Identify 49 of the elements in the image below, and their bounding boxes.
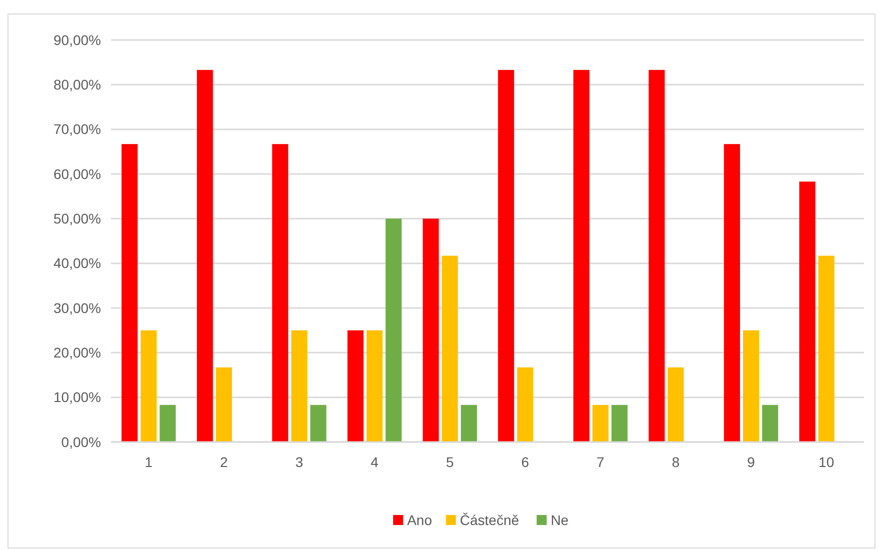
bar [366, 330, 383, 442]
y-tick-label: 50,00% [54, 210, 101, 227]
y-tick-label: 60,00% [54, 166, 101, 182]
x-tick-label: 3 [295, 454, 304, 470]
x-tick-label: 4 [370, 454, 379, 470]
bar [498, 70, 514, 442]
bar [668, 367, 684, 442]
legend-label: Ano [407, 512, 432, 528]
bar [422, 218, 439, 442]
x-tick-label: 10 [818, 454, 834, 470]
bar [460, 404, 477, 442]
x-tick-label: 5 [446, 454, 454, 470]
y-tick-label: 10,00% [54, 389, 101, 406]
y-tick-label: 20,00% [54, 344, 101, 361]
bar [196, 70, 213, 442]
y-tick-label: 30,00% [54, 300, 101, 316]
bar [160, 404, 176, 442]
y-tick-label: 40,00% [54, 255, 101, 272]
bar [724, 144, 740, 442]
bar [762, 404, 778, 442]
x-tick-label: 9 [747, 454, 756, 470]
x-tick-label: 8 [672, 454, 680, 470]
bar [648, 70, 665, 442]
legend-label: Ne [550, 512, 569, 528]
bar [291, 330, 308, 442]
y-tick-label: 80,00% [54, 76, 101, 93]
bar [517, 367, 534, 442]
bar [310, 404, 326, 442]
bar [573, 70, 590, 442]
y-tick-label: 70,00% [54, 121, 101, 138]
y-tick-label: 90,00% [54, 32, 101, 48]
bar [442, 256, 458, 442]
bar [347, 330, 364, 442]
bar [592, 404, 608, 442]
x-tick-label: 7 [596, 454, 605, 470]
x-tick-label: 1 [144, 454, 153, 470]
x-tick-label: 2 [220, 454, 228, 470]
bar [818, 256, 834, 442]
y-tick-label: 0,00% [61, 434, 101, 450]
bar [799, 182, 816, 442]
bar [122, 144, 138, 442]
x-tick-label: 6 [521, 454, 530, 470]
bar [272, 144, 288, 442]
bar [386, 218, 402, 442]
legend-label: Částečně [460, 512, 520, 528]
bar [611, 404, 628, 442]
bar [743, 330, 760, 442]
bar [216, 367, 232, 442]
bar [140, 330, 157, 442]
